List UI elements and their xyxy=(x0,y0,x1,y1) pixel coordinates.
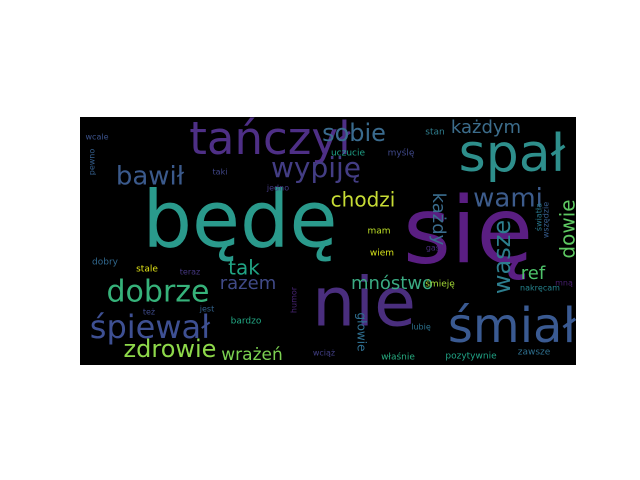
word-wciąż: wciąż xyxy=(313,349,335,358)
word-pewno: pewno xyxy=(88,149,97,176)
word-teraz: teraz xyxy=(180,268,200,277)
word-sobie: sobie xyxy=(322,119,386,147)
word-wypiję: wypiję xyxy=(271,151,361,184)
word-zawsze: zawsze xyxy=(518,348,551,358)
word-wrażeń: wrażeń xyxy=(221,345,282,365)
word-też: też xyxy=(143,308,155,317)
word-razem: razem xyxy=(220,273,277,294)
word-spał: spał xyxy=(459,124,566,184)
word-się: się xyxy=(403,177,533,284)
word-wcale: wcale xyxy=(86,133,109,142)
word-każdy: każdy xyxy=(428,193,449,246)
word-lubię: lubię xyxy=(411,323,431,332)
word-będę: będę xyxy=(143,175,338,265)
word-chodzi: chodzi xyxy=(331,188,396,212)
word-gasi: gasi xyxy=(426,244,442,253)
word-każdym: każdym xyxy=(451,117,521,138)
word-myślę: myślę xyxy=(388,148,415,159)
word-głowie: głowie xyxy=(355,313,369,352)
word-jest: jest xyxy=(199,305,214,314)
word-wiem: wiem xyxy=(370,249,394,259)
word-dobrze: dobrze xyxy=(107,275,210,310)
word-taki: taki xyxy=(213,168,228,177)
word-stan: stan xyxy=(425,128,444,138)
word-uczucie: uczucie xyxy=(331,149,366,159)
word-bardzo: bardzo xyxy=(231,317,262,327)
word-mnóstwo: mnóstwo xyxy=(351,273,433,294)
word-wszędzie: wszędzie xyxy=(542,202,551,238)
word-dowie: dowie xyxy=(556,199,577,258)
word-światła: światła xyxy=(534,203,544,231)
word-nie: nie xyxy=(312,264,416,343)
word-śmieję: śmieję xyxy=(425,279,455,290)
word-mną: mną xyxy=(555,279,573,288)
word-stale: stale xyxy=(136,265,158,275)
word-pozytywnie: pozytywnie xyxy=(445,352,497,362)
word-ref: ref xyxy=(521,263,546,284)
word-tańczył: tańczył xyxy=(189,117,351,165)
word-mam: mam xyxy=(367,227,390,237)
word-jedno: jedno xyxy=(266,184,289,193)
word-bawił: bawił xyxy=(116,162,185,192)
word-właśnie: właśnie xyxy=(381,352,415,363)
word-wasze: wasze xyxy=(488,220,516,294)
word-wami: wami xyxy=(473,184,543,214)
word-zdrowie: zdrowie xyxy=(124,335,217,363)
word-śpiewał: śpiewał xyxy=(90,308,211,346)
word-cloud-panel: się będę nie spał tańczył śmiał śpiewał dobrze z… xyxy=(80,117,576,365)
word-nakręcam: nakręcam xyxy=(520,284,560,293)
word-śmiał: śmiał xyxy=(448,298,576,354)
word-humor: humor xyxy=(290,286,299,313)
word-tak: tak xyxy=(228,256,260,280)
word-dobry: dobry xyxy=(92,258,119,268)
